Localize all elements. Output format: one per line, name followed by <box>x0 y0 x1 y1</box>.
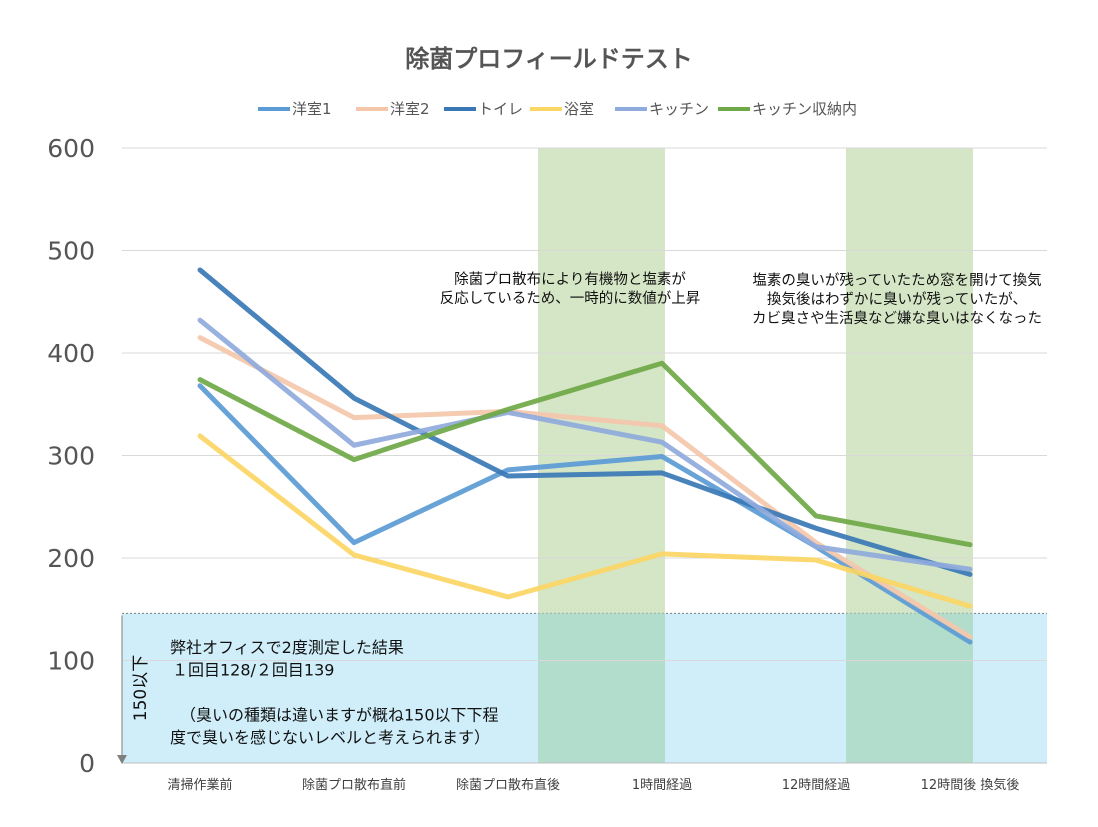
y-tick-label: 400 <box>47 339 95 368</box>
x-tick-label: 12時間後 換気後 <box>921 777 1020 793</box>
legend-label: トイレ <box>478 100 523 118</box>
series-lines <box>197 267 973 645</box>
threshold-arrow-head <box>117 755 127 764</box>
note-line: １回目128/２回目139 <box>172 661 334 680</box>
annotation-line: カビ臭さや生活臭など嫌な臭いはなくなった <box>752 310 1042 327</box>
threshold-region <box>122 612 1047 763</box>
x-tick-label: 12時間経過 <box>782 778 851 793</box>
legend-label: 浴室 <box>564 100 594 118</box>
threshold-note: 弊社オフィスで2度測定した結果 １回目128/２回目139 （臭いの種類は違いますが… <box>170 638 499 747</box>
note-line: 弊社オフィスで2度測定した結果 <box>170 638 404 657</box>
y-tick-label: 500 <box>47 237 95 266</box>
legend: 洋室1 洋室2 トイレ 浴室 キッチン キッチン収納内 <box>258 100 857 118</box>
annotation-line: 換気後はわずかに臭いが残っていたが、 <box>767 291 1027 308</box>
series-line <box>197 360 973 548</box>
legend-label: キッチン収納内 <box>752 100 857 118</box>
x-tick-label: 除菌プロ散布直後 <box>456 778 560 793</box>
annotation-line: 反応しているため、一時的に数値が上昇 <box>440 290 701 307</box>
legend-label: キッチン <box>649 100 709 118</box>
band-threshold-overlap <box>846 613 973 763</box>
grid-lines <box>122 147 1047 764</box>
legend-label: 洋室1 <box>292 100 332 118</box>
note-line: 度で臭いを感じないレベルと考えられます） <box>170 728 490 747</box>
threshold-axis-label: 150以下 <box>131 655 151 721</box>
y-axis-ticks: 0 100 200 300 400 500 600 <box>47 134 95 778</box>
band-threshold-overlap <box>538 613 665 763</box>
x-axis-ticks: 清掃作業前 除菌プロ散布直前 除菌プロ散布直後 1時間経過 12時間経過 12時間後 換気… <box>167 777 1019 793</box>
chart-title: 除菌プロフィールドテスト <box>405 45 693 73</box>
series-line <box>197 433 973 609</box>
legend-label: 洋室2 <box>390 100 430 118</box>
annotation-line: 塩素の臭いが残っていたため窓を開けて換気 <box>752 271 1041 289</box>
threshold-axis-marker: 150以下 <box>117 615 151 764</box>
y-tick-label: 600 <box>47 134 95 163</box>
y-tick-label: 0 <box>79 749 95 778</box>
x-tick-label: 除菌プロ散布直前 <box>302 777 406 793</box>
series-line <box>197 317 973 572</box>
series-line <box>197 335 973 640</box>
x-tick-label: 清掃作業前 <box>167 777 232 793</box>
y-tick-label: 100 <box>47 647 95 676</box>
x-tick-label: 1時間経過 <box>632 778 692 793</box>
annotation-line: 除菌プロ散布により有機物と塩素が <box>454 271 686 288</box>
series-line <box>197 267 973 577</box>
y-tick-label: 300 <box>47 442 95 471</box>
note-line: （臭いの種類は違いますが概ね150以下下程 <box>180 706 499 725</box>
series-line <box>197 383 973 645</box>
y-tick-label: 200 <box>47 544 95 573</box>
